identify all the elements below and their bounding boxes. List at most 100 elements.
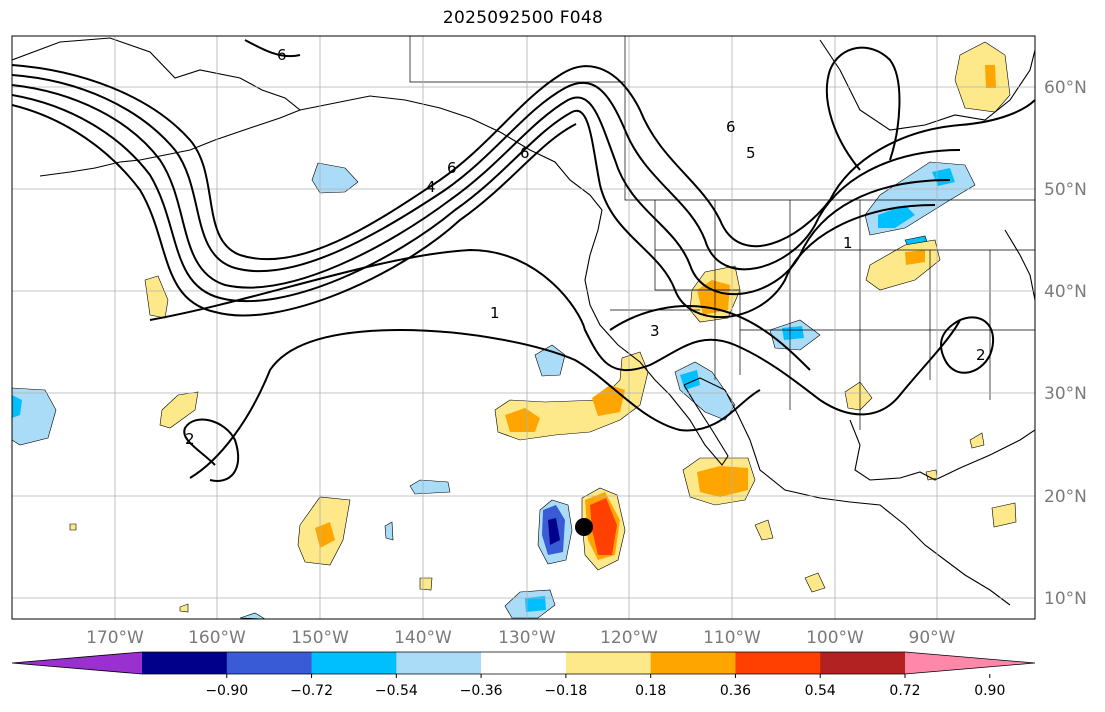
coast-baja: [669, 384, 729, 466]
shade-blue-north-core2: [932, 168, 955, 186]
lat-label: 40°N: [1044, 282, 1087, 302]
shade-yellow-small4: [754, 519, 774, 541]
colorbar-extend-high: [905, 652, 1035, 674]
shade-blue-west-core: [12, 395, 22, 418]
coast-alaska: [12, 37, 302, 163]
lon-label: 130°W: [498, 628, 556, 648]
colorbar-segment: [226, 652, 313, 674]
lat-label: 10°N: [1044, 589, 1087, 609]
shade-yellow-small2: [179, 603, 189, 613]
shade-orange-band-a: [505, 408, 540, 432]
lon-label: 150°W: [291, 628, 349, 648]
contour-5: [12, 104, 577, 317]
colorbar-segment: [820, 652, 906, 674]
shade-blue-gulf: [311, 162, 359, 194]
contour-label: 2: [976, 346, 986, 364]
lat-label: 60°N: [1044, 78, 1087, 98]
contour-label: 3: [650, 322, 660, 340]
map-frame: [11, 35, 1036, 620]
colorbar-ticks: −0.90 −0.72 −0.54 −0.36 −0.18 0.18 0.36 0.54 0.7…: [205, 674, 1005, 699]
contour-label: 6: [447, 159, 457, 177]
colorbar-tick-label: 0.18: [635, 683, 666, 699]
colorbar-segment: [142, 652, 228, 674]
colorbar-tick-label: −0.90: [205, 683, 248, 699]
shade-red-dipole-core: [590, 498, 617, 555]
coast-gulf: [849, 419, 1035, 481]
lat-label: 30°N: [1044, 384, 1087, 404]
coast-east: [1004, 229, 1035, 301]
map-title: 2025092500 F048: [442, 8, 604, 28]
contour-12: [244, 39, 301, 58]
shade-yellow-tx: [844, 381, 873, 411]
colorbar: [11, 651, 1036, 675]
shade-yellow-small1: [419, 577, 433, 591]
contour-7: [189, 328, 761, 479]
colorbar-segment: [735, 652, 821, 674]
height-contours: [12, 39, 1035, 482]
contour-9: [609, 305, 811, 371]
latitude-labels: 60°N 50°N 40°N 30°N 20°N 10°N: [1044, 78, 1087, 609]
lon-label: 110°W: [703, 628, 761, 648]
contour-label: 2: [185, 430, 195, 448]
coast-aleutians: [39, 161, 121, 177]
lat-label: 50°N: [1044, 180, 1087, 200]
contour-1: [12, 64, 1035, 261]
lat-label: 20°N: [1044, 487, 1087, 507]
shade-yellow-small3: [69, 523, 77, 531]
colorbar-tick-label: 0.90: [974, 683, 1005, 699]
coast-alaska-south: [299, 95, 603, 211]
colorbar-segment: [650, 652, 736, 674]
contour-6: [149, 248, 961, 416]
coast-hudson: [819, 39, 1035, 131]
contour-label: 6: [726, 118, 736, 136]
colorbar-tick-label: 0.36: [720, 683, 751, 699]
lon-label: 100°W: [806, 628, 864, 648]
anomaly-shading: [12, 41, 1017, 619]
graticule: [12, 36, 1035, 619]
colorbar-tick-label: −0.72: [290, 683, 333, 699]
shade-blue-north-core: [878, 205, 915, 228]
borders: [409, 36, 1035, 430]
shade-yellow-small5: [804, 572, 826, 593]
contour-8: [183, 418, 240, 482]
shade-yellow-w2: [159, 391, 199, 429]
map-background: [12, 36, 1035, 619]
contour-label-group: 6 6 4 6 5 6 1 3 1 2 2: [185, 46, 986, 448]
contour-10: [940, 316, 995, 374]
colorbar-segment: [481, 652, 567, 674]
colorbar-tick-label: 0.54: [805, 683, 836, 699]
colorbar-tick-label: −0.18: [544, 683, 587, 699]
shade-blue-south-core: [525, 596, 546, 612]
contour-2: [12, 74, 961, 273]
shade-orange-mex: [697, 466, 748, 497]
colorbar-outline: [11, 651, 1036, 675]
shade-yellow-ne: [954, 41, 1011, 113]
contour-label: 6: [520, 144, 530, 162]
colorbar-extend-low: [12, 652, 142, 674]
colorbar-segment: [311, 652, 397, 674]
shade-yellow-small6: [991, 502, 1017, 528]
contour-label: 4: [426, 178, 436, 196]
shade-blue-dipole-core: [548, 518, 560, 545]
coast-bc: [584, 209, 671, 396]
colorbar-tick-label: −0.54: [375, 683, 418, 699]
lon-label: 170°W: [86, 628, 144, 648]
shade-blue-small3: [384, 521, 394, 541]
longitude-labels: 170°W 160°W 150°W 140°W 130°W 120°W 110°…: [86, 628, 956, 648]
contour-label: 5: [746, 144, 756, 162]
contour-label: 1: [490, 304, 500, 322]
colorbar-segment: [396, 652, 482, 674]
colorbar-segment: [565, 652, 652, 674]
shade-yellow-small8: [969, 432, 985, 449]
lon-label: 120°W: [600, 628, 658, 648]
lon-label: 90°W: [909, 628, 956, 648]
shade-blue-west: [12, 387, 57, 446]
shade-yellow-w1: [144, 275, 169, 319]
contour-label: 6: [277, 46, 287, 64]
shade-orange-central: [905, 250, 925, 265]
contour-4: [12, 94, 936, 319]
shade-orange-ne: [985, 65, 996, 88]
storm-center-marker: [575, 518, 593, 536]
contour-3: [12, 84, 951, 296]
